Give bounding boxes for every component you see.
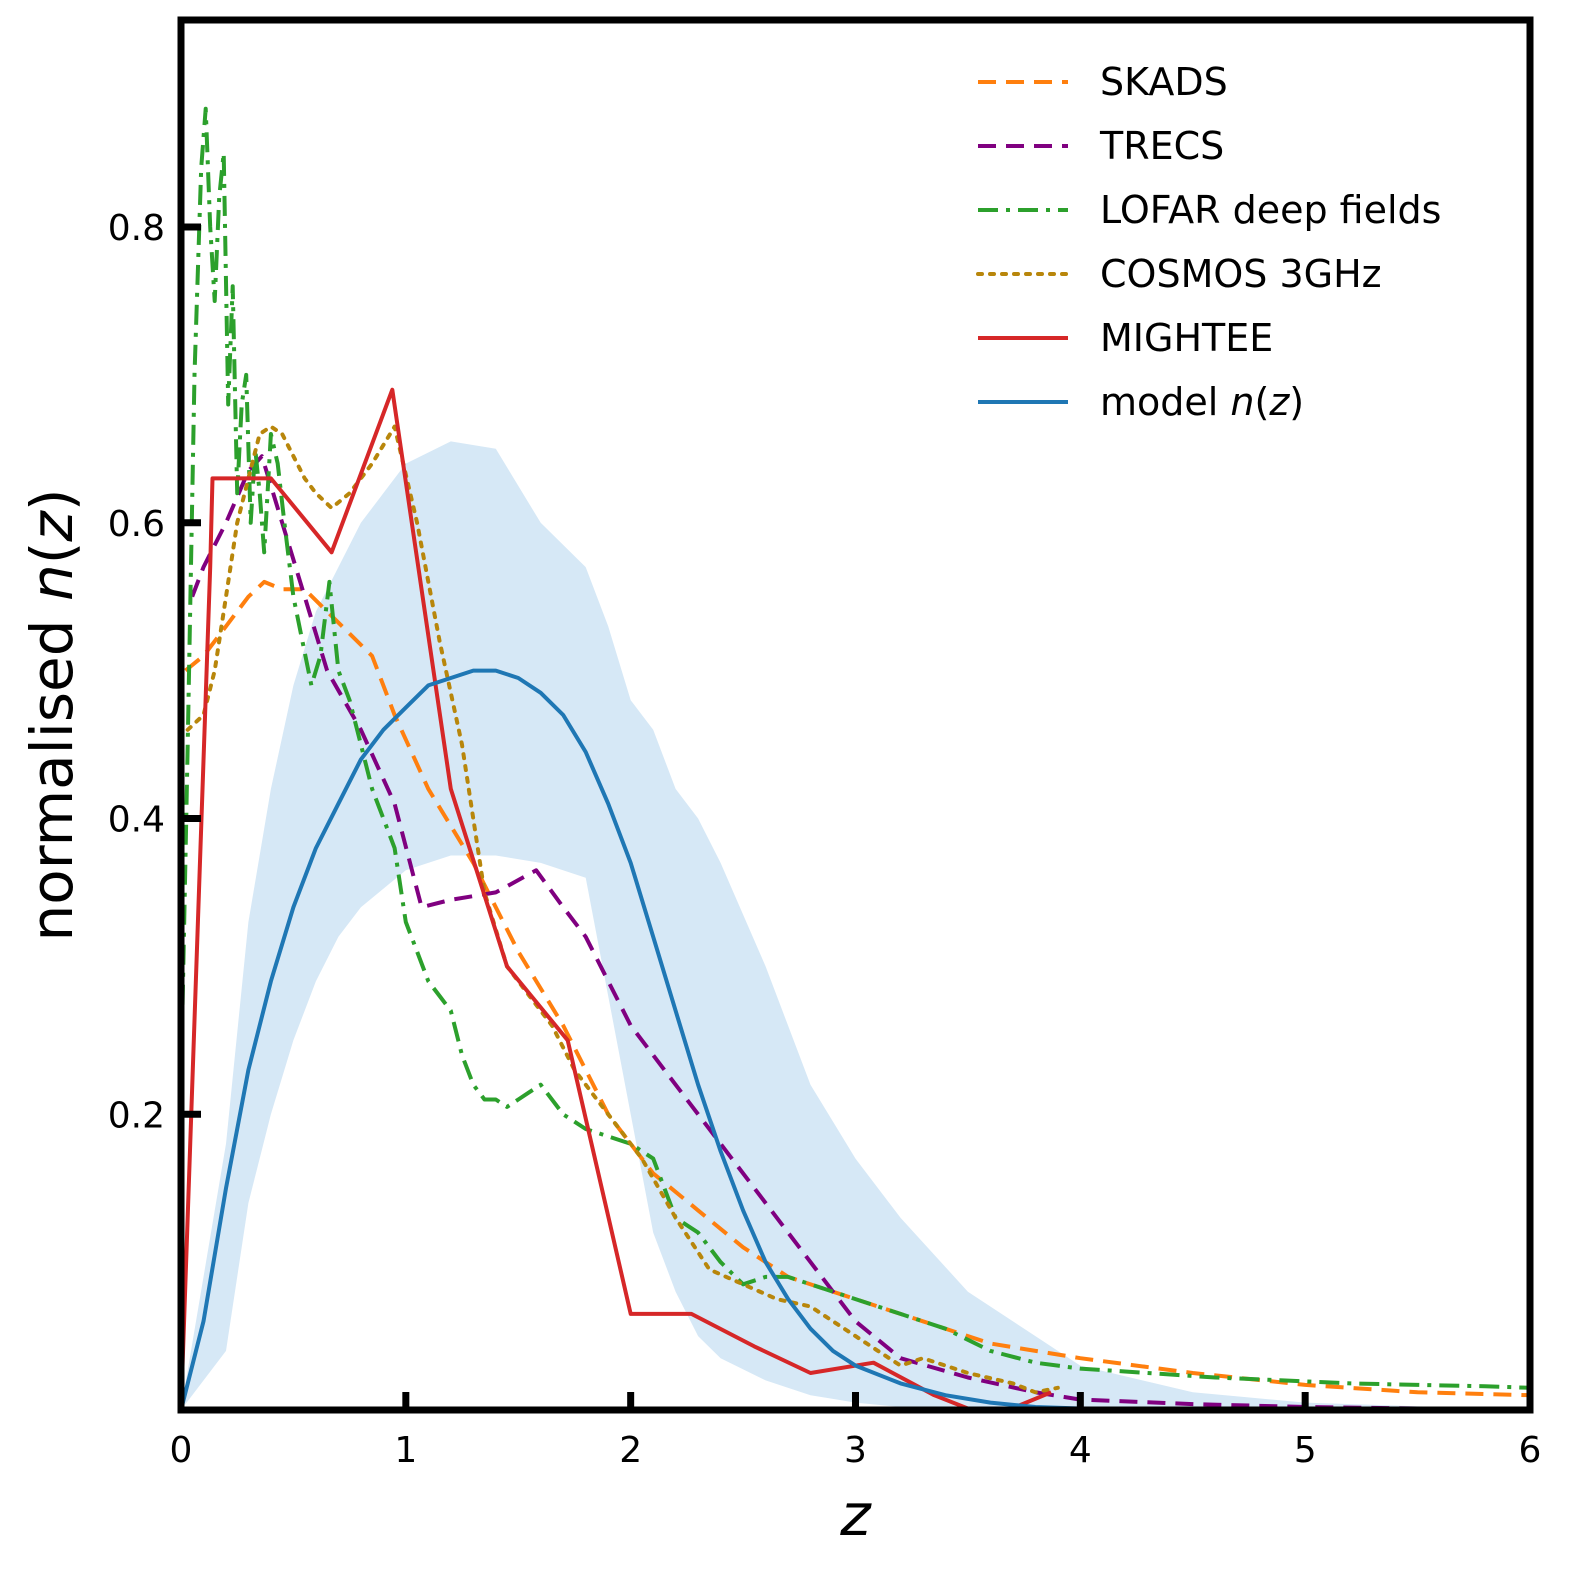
legend-label: SKADS: [1100, 60, 1228, 104]
y-tick-label: 0.6: [108, 504, 165, 545]
x-tick-label: 6: [1519, 1430, 1542, 1471]
y-tick-label: 0.2: [108, 1095, 165, 1136]
uncertainty-band-layer: [181, 441, 1530, 1410]
y-axis-label: normalised n(z): [18, 489, 86, 942]
legend: SKADS TRECS LOFAR deep fields COSMOS 3GHz MI…: [976, 60, 1441, 424]
legend-label: model n(z): [1100, 380, 1304, 424]
x-tick-label: 5: [1294, 1430, 1317, 1471]
series-line-lofar-deep-fields: [181, 106, 1530, 1390]
series-layer: [181, 106, 1530, 1410]
x-tick-label: 3: [844, 1430, 867, 1471]
series-line-mightee: [181, 387, 1052, 1410]
x-axis-label: z: [839, 1481, 872, 1549]
y-tick-label: 0.8: [108, 208, 165, 249]
series-line-trecs: [190, 454, 1530, 1410]
series-line-skads: [184, 579, 1530, 1398]
x-tick-label: 1: [394, 1430, 417, 1471]
uncertainty-band: [181, 441, 1530, 1410]
legend-label: MIGHTEE: [1100, 316, 1273, 360]
x-tick-label: 2: [619, 1430, 642, 1471]
x-tick-label: 4: [1069, 1430, 1092, 1471]
legend-label: LOFAR deep fields: [1100, 188, 1441, 232]
y-tick-label: 0.4: [108, 800, 165, 841]
series-line-model-n-z: [181, 668, 1530, 1410]
legend-label: TRECS: [1099, 124, 1224, 168]
x-tick-label: 0: [170, 1430, 193, 1471]
axes-layer: 0 1 2 3 4 5 6 0.2 0.4 0.6 0.8 z normalised n(z): [18, 16, 1542, 1549]
legend-label: COSMOS 3GHz: [1100, 252, 1382, 296]
